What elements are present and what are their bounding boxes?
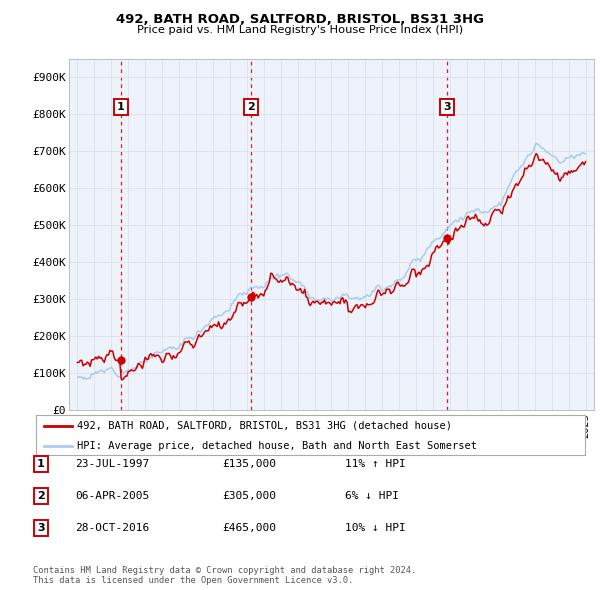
Text: 11% ↑ HPI: 11% ↑ HPI (345, 460, 406, 469)
Text: 2: 2 (37, 491, 44, 501)
Text: £305,000: £305,000 (222, 491, 276, 501)
Text: £465,000: £465,000 (222, 523, 276, 533)
Text: Price paid vs. HM Land Registry's House Price Index (HPI): Price paid vs. HM Land Registry's House … (137, 25, 463, 35)
Text: Contains HM Land Registry data © Crown copyright and database right 2024.
This d: Contains HM Land Registry data © Crown c… (33, 566, 416, 585)
Text: 3: 3 (37, 523, 44, 533)
Text: 1: 1 (37, 460, 44, 469)
Text: 1: 1 (117, 102, 125, 112)
Text: 492, BATH ROAD, SALTFORD, BRISTOL, BS31 3HG (detached house): 492, BATH ROAD, SALTFORD, BRISTOL, BS31 … (77, 421, 452, 431)
Text: £135,000: £135,000 (222, 460, 276, 469)
Text: 2: 2 (248, 102, 255, 112)
Text: 492, BATH ROAD, SALTFORD, BRISTOL, BS31 3HG: 492, BATH ROAD, SALTFORD, BRISTOL, BS31 … (116, 13, 484, 26)
Text: 23-JUL-1997: 23-JUL-1997 (75, 460, 149, 469)
Text: HPI: Average price, detached house, Bath and North East Somerset: HPI: Average price, detached house, Bath… (77, 441, 477, 451)
Text: 28-OCT-2016: 28-OCT-2016 (75, 523, 149, 533)
Text: 06-APR-2005: 06-APR-2005 (75, 491, 149, 501)
Text: 6% ↓ HPI: 6% ↓ HPI (345, 491, 399, 501)
Text: 10% ↓ HPI: 10% ↓ HPI (345, 523, 406, 533)
Text: 3: 3 (443, 102, 451, 112)
